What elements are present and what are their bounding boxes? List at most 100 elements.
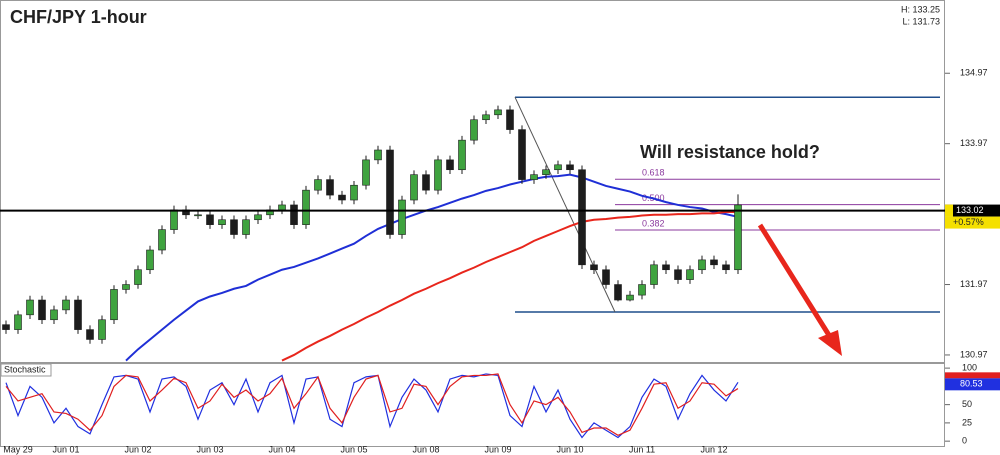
candle-body: [2, 324, 10, 330]
x-tick-label: Jun 12: [700, 444, 727, 454]
candle-body: [494, 109, 502, 116]
change-label: +0.57%: [953, 217, 984, 227]
candle-body: [434, 159, 442, 191]
candle-body: [134, 269, 142, 285]
candle-body: [410, 174, 418, 201]
last-price-label: 133.02: [956, 205, 984, 215]
candle-body: [254, 214, 262, 221]
stoch-value-label: 80.53: [960, 379, 983, 389]
price-flag: [945, 204, 953, 217]
candle-body: [146, 249, 154, 271]
candle-body: [470, 119, 478, 141]
chart-title: CHF/JPY 1-hour: [10, 7, 147, 27]
candle-body: [482, 114, 490, 121]
y-tick-label: 0: [962, 436, 967, 446]
stoch-box: [945, 378, 1000, 391]
candle-body: [98, 319, 106, 340]
candle-body: [662, 264, 670, 271]
x-tick-label: Jun 04: [268, 444, 295, 454]
candle-body: [50, 309, 58, 321]
candle-body: [530, 174, 538, 180]
candle-body: [14, 314, 22, 330]
stochastic-label-box: [0, 363, 52, 377]
candle-body: [650, 264, 658, 285]
x-tick-label: Jun 05: [340, 444, 367, 454]
fib-label: 0.618: [642, 168, 665, 178]
candle-body: [62, 299, 70, 311]
candle-body: [518, 129, 526, 180]
candle-body: [722, 264, 730, 271]
candle-body: [686, 269, 694, 280]
annotation: Will resistance hold?: [640, 142, 820, 162]
candle-body: [554, 164, 562, 171]
candle-body: [338, 194, 346, 201]
high-stat: H: 133.25: [901, 4, 940, 14]
candle-body: [446, 159, 454, 171]
candle-body: [398, 199, 406, 235]
x-tick-label: Jun 10: [556, 444, 583, 454]
candle-body: [110, 289, 118, 321]
x-tick-label: Jun 03: [196, 444, 223, 454]
candle-body: [638, 284, 646, 296]
moving-average: [125, 173, 739, 362]
candle-body: [614, 284, 622, 301]
candle-body: [314, 179, 322, 191]
candle-body: [566, 164, 574, 171]
candle-body: [158, 229, 166, 251]
candle-body: [194, 214, 202, 217]
stochastic-title: Stochastic: [4, 364, 46, 374]
candle-body: [290, 204, 298, 225]
candle-body: [38, 299, 46, 321]
x-tick-label: Jun 01: [52, 444, 79, 454]
candle-body: [422, 174, 430, 191]
candle-body: [542, 169, 550, 175]
moving-average: [281, 210, 738, 362]
low-stat: L: 131.73: [902, 16, 940, 26]
candle-body: [626, 294, 634, 301]
candle-body: [86, 329, 94, 340]
x-tick-label: Jun 02: [124, 444, 151, 454]
candle-body: [602, 269, 610, 285]
stochastic-pane: [0, 363, 945, 447]
candle-body: [350, 184, 358, 201]
candle-body: [590, 264, 598, 271]
candle-body: [458, 139, 466, 171]
down-arrow: [757, 223, 842, 356]
x-tick-label: Jun 08: [412, 444, 439, 454]
stochastic-line: [5, 373, 739, 436]
candle-body: [734, 204, 742, 271]
y-tick-label: 50: [962, 399, 972, 409]
y-tick-label: 100: [962, 362, 977, 372]
candle-body: [386, 149, 394, 235]
y-tick-label: 133.97: [960, 138, 988, 148]
candle-body: [578, 169, 586, 266]
candle-body: [278, 204, 286, 211]
candle-body: [218, 219, 226, 225]
stoch-box-red: [945, 372, 1000, 379]
candle-body: [74, 299, 82, 330]
candle-body: [122, 284, 130, 290]
candle-body: [242, 219, 250, 235]
x-tick-label: Jun 09: [484, 444, 511, 454]
candle-body: [506, 109, 514, 130]
candle-body: [374, 149, 382, 161]
x-tick-label: Jun 11: [629, 444, 655, 454]
candle-body: [362, 159, 370, 186]
y-tick-label: 134.97: [960, 68, 988, 78]
price-box: [945, 204, 1000, 217]
y-tick-label: 25: [962, 417, 972, 427]
candle-body: [326, 179, 334, 196]
candle-body: [698, 259, 706, 271]
y-tick-label: 130.97: [960, 349, 988, 359]
y-tick-label: 131.97: [960, 279, 988, 289]
price-pane: [0, 0, 945, 363]
candle-body: [206, 214, 214, 225]
candle-body: [710, 259, 718, 266]
candle-body: [26, 299, 34, 316]
x-tick-label: May 29: [3, 444, 33, 454]
candle-body: [230, 219, 238, 235]
change-box: [945, 216, 1000, 229]
fib-trend: [514, 96, 616, 313]
